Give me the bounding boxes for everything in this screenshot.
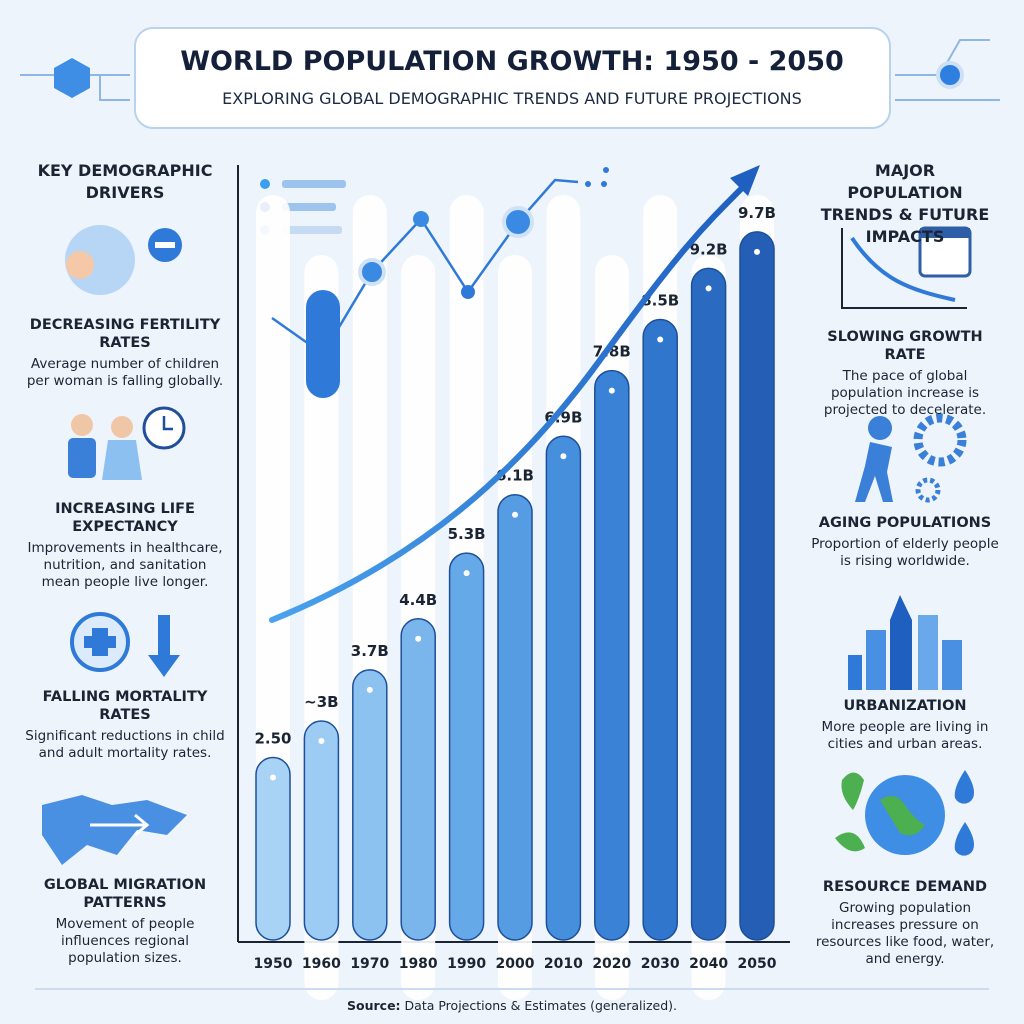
- item-text: Proportion of elderly people is rising w…: [811, 536, 999, 569]
- bar-glow: [705, 285, 712, 292]
- item-title: INCREASING LIFE EXPECTANCY: [55, 501, 195, 535]
- bar-glow: [560, 453, 567, 460]
- decoration: [835, 226, 974, 856]
- item-title: AGING POPULATIONS: [818, 515, 992, 531]
- panel-heading: MAJOR POPULATION TRENDS & FUTURE IMPACTS: [820, 161, 990, 246]
- value-label: 5.3B: [448, 525, 486, 543]
- bar-glow: [415, 635, 422, 642]
- bar: [739, 231, 775, 941]
- bar: [690, 267, 727, 941]
- item-text: Movement of people influences regional p…: [55, 916, 195, 966]
- x-tick-label: 2020: [592, 956, 631, 972]
- x-tick-label: 1960: [302, 956, 341, 972]
- value-label: 9.2B: [690, 240, 728, 258]
- panel-item: DECREASING FERTILITY RATES Average number…: [25, 316, 225, 390]
- panel-item: URBANIZATION More people are living in ci…: [810, 697, 1000, 753]
- value-label: 3.7B: [351, 642, 389, 660]
- source: Source: Data Projections & Estimates (gen…: [347, 998, 677, 1013]
- decoration: [42, 225, 187, 865]
- source-text: Data Projections & Estimates (generalize…: [405, 998, 677, 1013]
- decoration: [54, 58, 90, 98]
- x-tick-label: 1950: [254, 956, 293, 972]
- x-tick-label: 2040: [689, 956, 728, 972]
- source-label: Source:: [347, 998, 401, 1013]
- decoration: [936, 61, 964, 89]
- item-text: Significant reductions in child and adul…: [25, 728, 225, 761]
- panel-item: SLOWING GROWTH RATE The pace of global po…: [810, 328, 1000, 419]
- bar: [303, 720, 340, 941]
- item-title: SLOWING GROWTH RATE: [827, 329, 983, 363]
- panel-item: FALLING MORTALITY RATES Significant reduc…: [25, 688, 225, 762]
- bar-glow: [270, 774, 276, 781]
- item-title: URBANIZATION: [843, 698, 967, 714]
- bar: [545, 435, 582, 941]
- bar-glow: [754, 248, 760, 255]
- item-title: GLOBAL MIGRATION PATTERNS: [43, 877, 207, 911]
- bar-glow: [463, 570, 470, 577]
- item-text: Improvements in healthcare, nutrition, a…: [27, 540, 223, 590]
- bar-glow: [366, 686, 373, 693]
- panel-item: RESOURCE DEMAND Growing population increa…: [810, 878, 1000, 968]
- bar-glow: [608, 387, 615, 394]
- item-title: FALLING MORTALITY RATES: [42, 689, 208, 723]
- bar-glow: [657, 336, 664, 343]
- x-tick-label: 2030: [641, 956, 680, 972]
- footer-line: [35, 988, 989, 990]
- decoration: [269, 165, 760, 623]
- panel-item: AGING POPULATIONS Proportion of elderly p…: [810, 514, 1000, 570]
- value-label: 4.4B: [399, 591, 437, 609]
- item-text: More people are living in cities and urb…: [821, 719, 989, 752]
- chart-title: WORLD POPULATION GROWTH: 1950 - 2050: [180, 46, 844, 77]
- panel-item: GLOBAL MIGRATION PATTERNS Movement of peo…: [25, 876, 225, 967]
- bar: [642, 318, 678, 941]
- decoration: [20, 39, 1000, 101]
- x-tick-label: 1970: [350, 956, 389, 972]
- title-box: [134, 27, 891, 129]
- bar: [594, 369, 630, 941]
- item-text: Growing population increases pressure on…: [815, 900, 995, 967]
- bar: [400, 618, 436, 941]
- value-label: 2.50: [254, 730, 291, 748]
- value-label: 9.7B: [738, 204, 776, 222]
- bar: [448, 552, 485, 941]
- bar-glow: [318, 738, 325, 744]
- bar: [255, 756, 291, 941]
- x-tick-label: 2050: [738, 956, 777, 972]
- value-label: ~3B: [304, 693, 338, 711]
- chart-subtitle: EXPLORING GLOBAL DEMOGRAPHIC TRENDS AND …: [222, 89, 802, 108]
- bar: [497, 493, 533, 941]
- x-tick-label: 2000: [496, 956, 535, 972]
- bar-backdrop: [256, 195, 290, 940]
- bar-glow: [512, 511, 518, 518]
- panel-item: INCREASING LIFE EXPECTANCY Improvements i…: [25, 500, 225, 591]
- item-title: DECREASING FERTILITY RATES: [29, 317, 221, 351]
- x-tick-label: 1980: [399, 956, 438, 972]
- item-title: RESOURCE DEMAND: [822, 879, 988, 895]
- bar: [352, 669, 388, 941]
- x-tick-label: 1990: [447, 956, 486, 972]
- bars: 2.50~3B3.7B4.4B5.3B6.1B6.9B7.8B8.5B9.2B9…: [254, 195, 776, 1000]
- x-tick-label: 2010: [544, 956, 583, 972]
- item-text: Average number of children per woman is …: [26, 356, 224, 389]
- panel-heading: KEY DEMOGRAPHIC DRIVERS: [37, 161, 213, 202]
- item-text: The pace of global population increase i…: [823, 368, 987, 418]
